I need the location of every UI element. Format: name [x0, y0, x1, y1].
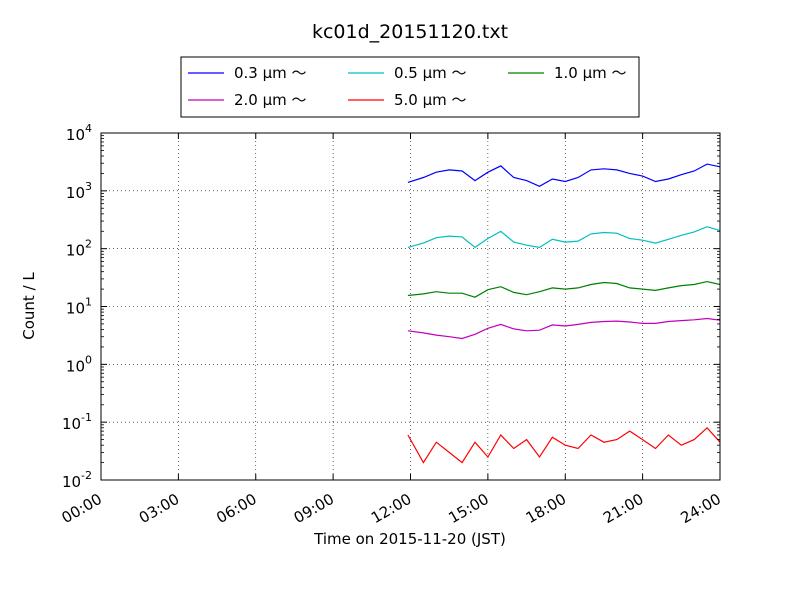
y-tick-label: 101 [66, 296, 92, 318]
y-tick-label: 102 [66, 238, 92, 260]
y-axis-label: Count / L [20, 272, 38, 340]
x-tick-label: 12:00 [368, 490, 414, 527]
x-tick-label: 15:00 [445, 490, 491, 527]
series-line-0 [407, 163, 721, 187]
chart-title: kc01d_20151120.txt [312, 21, 508, 43]
legend-label-2: 1.0 μm ～ [554, 64, 627, 82]
y-tick-label: 10-1 [62, 411, 92, 433]
y-tick-label: 10-2 [62, 469, 92, 491]
x-tick-label: 21:00 [600, 490, 646, 527]
series-line-2 [407, 280, 721, 298]
series-line-4 [407, 426, 721, 464]
y-tick-label: 104 [66, 122, 92, 144]
x-tick-label: 18:00 [523, 490, 569, 527]
y-tick-label: 100 [66, 353, 92, 375]
x-tick-label: 24:00 [678, 490, 724, 527]
series-line-3 [407, 317, 721, 340]
legend-label-0: 0.3 μm ～ [234, 64, 307, 82]
legend-label-3: 2.0 μm ～ [234, 91, 307, 109]
x-tick-label: 09:00 [291, 490, 337, 527]
series-line-1 [407, 226, 721, 249]
series-layer [407, 163, 721, 464]
legend: 0.3 μm ～ 0.5 μm ～ 1.0 μm ～ 2.0 μm ～ 5.0 μm ～ [180, 56, 640, 118]
grid [101, 133, 720, 480]
x-tick-label: 03:00 [136, 490, 182, 527]
x-axis: 00:00 03:00 06:00 09:00 12:00 15:00 18:00 21:00… [59, 133, 724, 527]
x-tick-label: 00:00 [59, 490, 105, 527]
y-tick-label: 103 [66, 180, 92, 202]
x-axis-label: Time on 2015-11-20 (JST) [313, 530, 506, 548]
legend-label-4: 5.0 μm ～ [394, 91, 467, 109]
y-axis: 10-2 10-1 100 101 102 103 104 [62, 122, 720, 491]
x-tick-label: 06:00 [213, 490, 259, 527]
legend-box [180, 56, 640, 118]
legend-label-1: 0.5 μm ～ [394, 64, 467, 82]
